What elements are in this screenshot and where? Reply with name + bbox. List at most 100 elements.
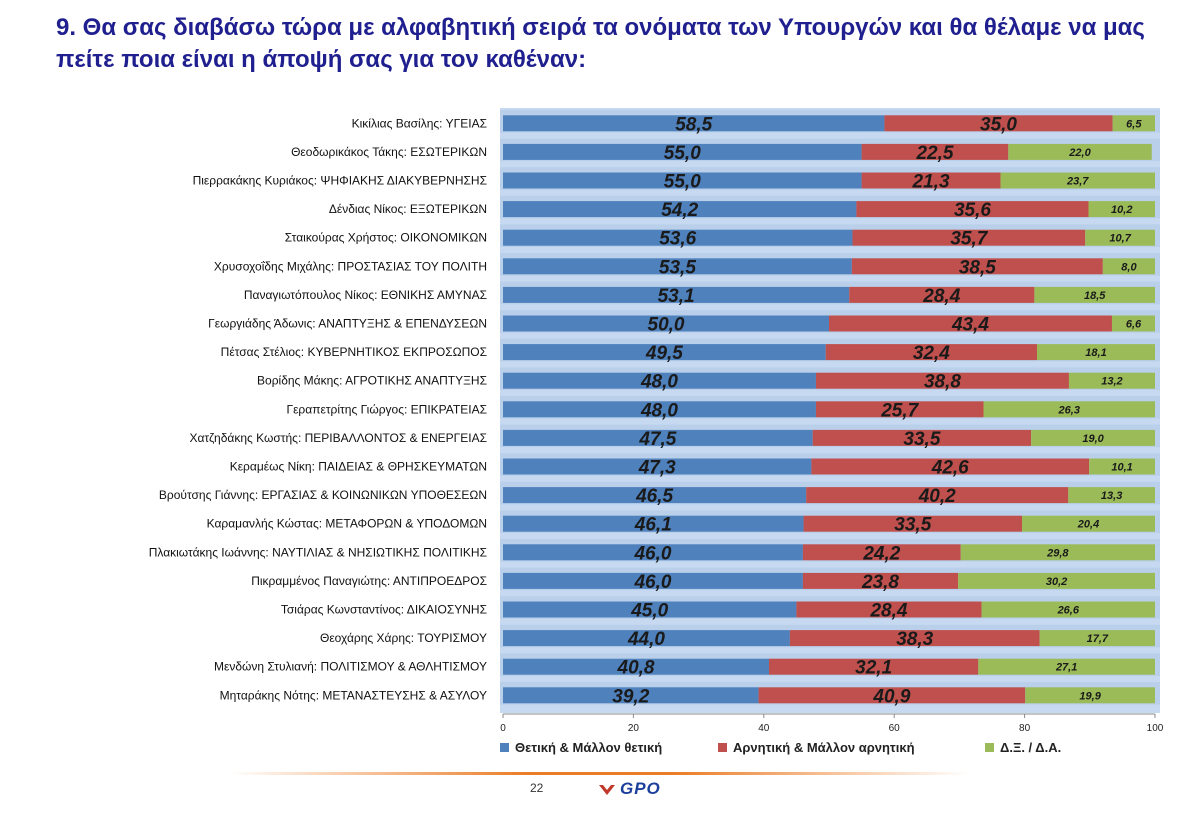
bar-segment: [829, 315, 1112, 332]
data-label: 6,6: [1126, 319, 1142, 331]
data-label: 10,1: [1111, 462, 1132, 474]
bar-segment: [503, 286, 850, 303]
bar-segment: [503, 201, 857, 218]
data-label: 13,2: [1101, 376, 1122, 388]
bar-segment: [503, 143, 862, 160]
bar-segment: [769, 658, 979, 675]
bar-segment: [503, 229, 853, 246]
logo-text: GPO: [620, 779, 661, 798]
bar-segment: [958, 572, 1155, 589]
bar-segment: [796, 601, 982, 618]
x-tick-label: 80: [1019, 723, 1031, 734]
data-label: 35,6: [954, 200, 991, 221]
bar-segment: [861, 172, 1001, 189]
bar-segment: [856, 201, 1089, 218]
category-label: Παναγιωτόπουλος Νίκος: ΕΘΝΙΚΗΣ ΑΜΥΝΑΣ: [244, 288, 487, 302]
data-label: 25,7: [880, 400, 919, 421]
category-label: Γεραπετρίτης Γιώργος: ΕΠΙΚΡΑΤΕΙΑΣ: [286, 402, 487, 416]
data-label: 39,2: [612, 686, 649, 707]
bar-segment: [811, 458, 1090, 475]
bar-segment: [960, 544, 1155, 561]
data-label: 28,4: [869, 601, 907, 622]
bar-segment: [981, 601, 1155, 618]
category-label: Μενδώνη Στυλιανή: ΠΟΛΙΤΙΣΜΟΥ & ΑΘΛΗΤΙΣΜΟ…: [214, 660, 487, 674]
data-label: 46,1: [634, 515, 672, 536]
bar-segment: [1111, 315, 1155, 332]
data-label: 38,8: [924, 372, 961, 393]
bar-segment: [825, 344, 1037, 361]
category-label: Τσιάρας Κωνσταντίνος: ΔΙΚΑΙΟΣΥΝΗΣ: [281, 603, 487, 617]
footer-divider: [230, 772, 970, 775]
data-label: 44,0: [627, 629, 665, 650]
data-label: 29,8: [1046, 547, 1069, 559]
data-label: 43,4: [951, 315, 989, 336]
category-label: Χρυσοχοΐδης Μιχάλης: ΠΡΟΣΤΑΣΙΑΣ ΤΟΥ ΠΟΛΙ…: [214, 259, 487, 273]
data-label: 40,9: [872, 686, 910, 707]
data-label: 26,6: [1057, 605, 1080, 617]
data-label: 38,5: [959, 257, 996, 278]
data-label: 48,0: [640, 372, 678, 393]
category-label: Δένδιας Νίκος: ΕΞΩΤΕΡΙΚΩΝ: [329, 202, 487, 216]
logo-mark-icon: [599, 785, 615, 795]
bar-segment: [503, 601, 797, 618]
legend-swatch: [718, 743, 727, 752]
data-label: 24,2: [862, 543, 900, 564]
legend-swatch: [985, 743, 994, 752]
data-label: 53,6: [659, 229, 696, 250]
data-label: 32,1: [855, 658, 892, 679]
bar-segment: [802, 572, 959, 589]
data-label: 49,5: [645, 343, 683, 364]
bar-segment: [503, 544, 803, 561]
data-label: 8,0: [1121, 261, 1137, 273]
bar-segment: [503, 115, 885, 132]
bar-segment: [1025, 687, 1155, 704]
bar-segment: [815, 401, 984, 418]
bar-segment: [1036, 344, 1155, 361]
bar-segment: [503, 458, 812, 475]
bar-segment: [1031, 429, 1155, 446]
data-label: 42,6: [931, 458, 969, 479]
data-label: 40,8: [617, 658, 655, 679]
category-label: Χατζηδάκης Κωστής: ΠΕΡΙΒΑΛΛΟΝΤΟΣ & ΕΝΕΡΓ…: [189, 431, 487, 445]
data-label: 26,3: [1058, 404, 1080, 416]
bar-segment: [503, 344, 826, 361]
bar-segment: [978, 658, 1155, 675]
bar-segment: [789, 630, 1040, 647]
legend-swatch: [500, 743, 509, 752]
data-label: 53,1: [658, 286, 695, 307]
x-tick-label: 0: [500, 723, 506, 734]
legend-label: Δ.Ξ. / Δ.Α.: [1000, 740, 1061, 755]
bar-segment: [852, 229, 1086, 246]
bar-segment: [1085, 229, 1155, 246]
category-label: Κικίλιας Βασίλης: ΥΓΕΙΑΣ: [352, 116, 487, 130]
category-label: Πλακιωτάκης Ιωάννης: ΝΑΥΤΙΛΙΑΣ & ΝΗΣΙΩΤΙ…: [149, 545, 487, 559]
page-number: 22: [530, 781, 544, 795]
category-label: Μηταράκης Νότης: ΜΕΤΑΝΑΣΤΕΥΣΗΣ & ΑΣΥΛΟΥ: [220, 688, 487, 702]
bar-segment: [1008, 143, 1152, 160]
bar-segment: [1112, 115, 1155, 132]
bar-segment: [1089, 458, 1155, 475]
bar-segment: [503, 658, 770, 675]
data-label: 47,3: [638, 458, 676, 479]
bar-segment: [1039, 630, 1155, 647]
legend-label: Θετική & Μάλλον θετική: [515, 740, 662, 755]
bar-segment: [1088, 201, 1155, 218]
category-label: Θεοδωρικάκος Τάκης: ΕΣΩΤΕΡΙΚΩΝ: [291, 145, 487, 159]
bar-segment: [503, 401, 816, 418]
data-label: 18,5: [1084, 290, 1106, 302]
data-label: 45,0: [630, 601, 668, 622]
bar-segment: [503, 515, 804, 532]
data-label: 46,0: [633, 572, 671, 593]
data-label: 53,5: [659, 257, 696, 278]
data-label: 28,4: [922, 286, 960, 307]
bar-segment: [1068, 487, 1155, 504]
bar-segment: [849, 286, 1035, 303]
bar-segment: [503, 258, 852, 275]
category-label: Πιερρακάκης Κυριάκος: ΨΗΦΙΑΚΗΣ ΔΙΑΚΥΒΕΡΝ…: [193, 174, 487, 188]
data-label: 6,5: [1126, 118, 1142, 130]
bar-segment: [503, 487, 807, 504]
x-tick-label: 40: [758, 723, 770, 734]
bar-segment: [851, 258, 1103, 275]
data-label: 55,0: [664, 143, 701, 164]
data-label: 35,7: [950, 229, 988, 250]
